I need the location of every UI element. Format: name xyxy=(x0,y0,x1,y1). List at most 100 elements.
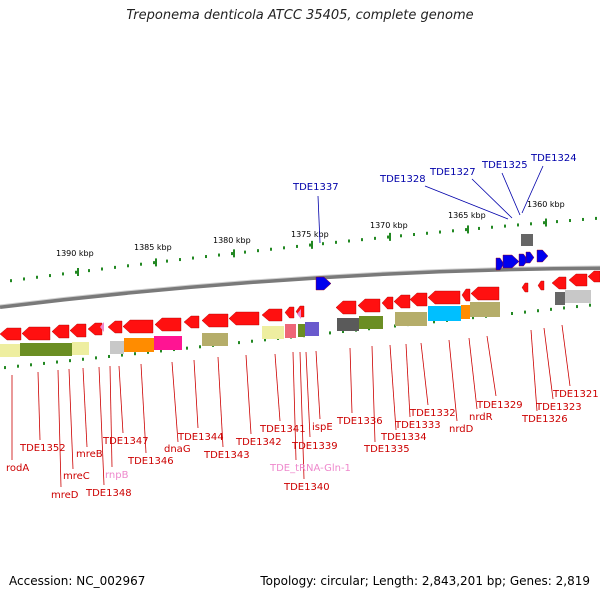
lower-label: rnpB xyxy=(105,470,129,481)
lower-label: TDE1321 xyxy=(552,389,599,400)
scale-dot xyxy=(153,261,155,265)
scale-dot xyxy=(335,240,337,244)
lower-dot xyxy=(264,338,266,342)
gene-arrow-upper xyxy=(518,253,529,267)
lower-label: TDE1346 xyxy=(127,456,174,467)
annotation-box xyxy=(305,322,319,336)
lower-label: TDE1348 xyxy=(85,488,132,499)
lower-leader xyxy=(305,351,311,438)
kbp-label: 1375 kbp xyxy=(291,230,329,239)
gene-arrow xyxy=(51,324,70,339)
lower-label: TDE1332 xyxy=(409,408,456,419)
lower-label: TDE_tRNA-Gln-1 xyxy=(269,463,351,474)
lower-label: TDE1342 xyxy=(235,437,282,448)
lower-leader xyxy=(468,337,478,410)
scale-major-tick xyxy=(389,232,391,241)
scale-dot xyxy=(478,226,480,230)
lower-label: TDE1340 xyxy=(283,482,330,493)
scale-dot xyxy=(179,258,181,262)
scale-major-tick xyxy=(77,267,79,276)
annotation-box xyxy=(124,338,154,352)
lower-label: TDE1335 xyxy=(363,444,410,455)
scale-dot xyxy=(374,236,376,240)
lower-dot xyxy=(186,346,188,350)
scale-major-tick xyxy=(233,249,235,258)
scale-dot xyxy=(361,238,363,242)
scale-dot xyxy=(75,270,77,274)
lower-leader xyxy=(371,345,376,443)
scale-dot xyxy=(10,279,12,283)
lower-dot xyxy=(511,311,513,315)
lower-dot xyxy=(433,320,435,324)
annotation-box xyxy=(202,333,228,346)
gene-arrow-upper xyxy=(495,257,505,271)
scale-dot xyxy=(296,244,298,248)
upper-label: TDE1325 xyxy=(481,160,528,171)
annotation-box xyxy=(461,305,470,319)
lower-leader xyxy=(37,371,41,441)
lower-label: TDE1343 xyxy=(203,450,250,461)
lower-dot xyxy=(329,331,331,335)
lower-leader xyxy=(315,350,321,420)
scale-dot xyxy=(543,221,545,225)
gene-arrow xyxy=(154,317,182,332)
lower-label: mreB xyxy=(76,449,103,460)
scale-dot xyxy=(348,239,350,243)
gene-arrow xyxy=(122,319,154,334)
lower-dot xyxy=(121,353,123,357)
lower-dot xyxy=(576,305,578,309)
lower-dot xyxy=(238,341,240,345)
lower-leader xyxy=(118,365,124,434)
lower-leader xyxy=(543,327,554,400)
gene-arrow xyxy=(587,270,600,283)
kbp-label: 1370 kbp xyxy=(370,221,408,230)
scale-dot xyxy=(101,267,103,271)
upper-leader xyxy=(501,172,521,216)
kbp-label: 1365 kbp xyxy=(448,211,486,220)
scale-dot xyxy=(556,220,558,224)
gene-arrow xyxy=(201,313,229,328)
annotation-box xyxy=(428,306,461,321)
lower-label: TDE1333 xyxy=(394,420,441,431)
scale-dot xyxy=(23,277,25,281)
lower-label: mreD xyxy=(51,490,79,501)
gene-arrow xyxy=(537,280,545,291)
upper-label: TDE1327 xyxy=(429,167,476,178)
annotation-box xyxy=(395,312,427,326)
lower-dot xyxy=(342,330,344,334)
lower-label: TDE1336 xyxy=(336,416,383,427)
gene-arrow xyxy=(470,286,500,301)
scale-ticks xyxy=(10,216,597,283)
genome-backbone xyxy=(0,266,600,309)
lower-leader xyxy=(405,343,411,418)
scale-dot xyxy=(114,265,116,269)
annotation-box xyxy=(555,292,565,305)
genome-summary-text: Topology: circular; Length: 2,843,201 bp… xyxy=(260,574,590,588)
lower-leader xyxy=(274,353,281,422)
scale-major-tick xyxy=(155,258,157,267)
scale-dot xyxy=(309,243,311,247)
scale-dot xyxy=(413,233,415,237)
lower-label: TDE1352 xyxy=(19,443,66,454)
accession-text: Accession: NC_002967 xyxy=(9,574,146,588)
lower-leader xyxy=(292,351,297,461)
scale-major-tick xyxy=(467,225,469,234)
gene-arrow xyxy=(409,292,428,307)
upper-label: TDE1324 xyxy=(530,153,577,164)
lower-dot xyxy=(147,350,149,354)
gene-arrow xyxy=(69,323,87,338)
lower-dot xyxy=(589,303,591,307)
rnpB-gene xyxy=(100,322,104,332)
kbp-labels: 1390 kbp 1385 kbp 1380 kbp 1375 kbp 1370 kbp… xyxy=(56,200,565,258)
annotation-box xyxy=(337,318,359,331)
scale-dot xyxy=(517,223,519,227)
scale-dot xyxy=(322,242,324,246)
lower-leader xyxy=(561,324,571,387)
scale-dot xyxy=(205,255,207,259)
lower-leader xyxy=(299,351,305,480)
scale-dot xyxy=(244,250,246,254)
gene-arrow xyxy=(284,306,295,319)
lower-label: dnaG xyxy=(164,444,191,455)
annotation-box xyxy=(110,341,124,354)
upper-label: TDE1337 xyxy=(292,182,339,193)
